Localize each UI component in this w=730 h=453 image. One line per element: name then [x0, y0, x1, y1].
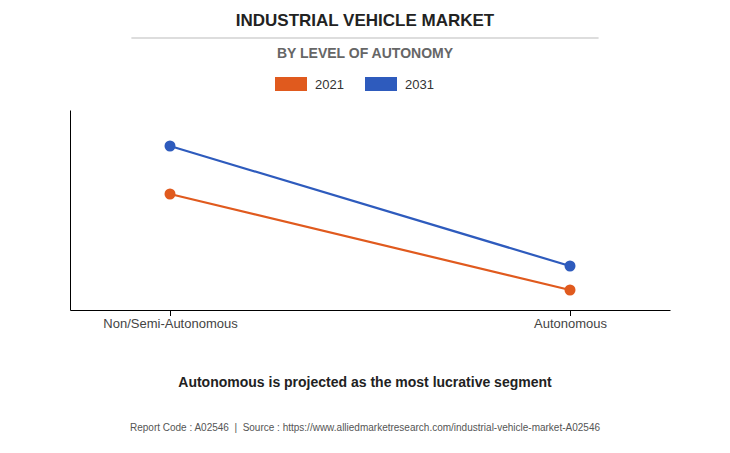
series-line [170, 194, 570, 290]
chart: INDUSTRIAL VEHICLE MARKET BY LEVEL OF AUT… [0, 0, 730, 453]
x-tick-label: Non/Semi-Autonomous [103, 316, 238, 331]
point [165, 189, 176, 200]
title: INDUSTRIAL VEHICLE MARKET [236, 11, 495, 30]
y-axis [70, 111, 71, 311]
x-tick-mark [570, 310, 571, 316]
annotation: Autonomous is projected as the most lucr… [178, 374, 552, 390]
point [565, 261, 576, 272]
x-tick-mark [170, 310, 171, 316]
subtitle: BY LEVEL OF AUTONOMY [277, 45, 454, 61]
x-axis-line [71, 310, 671, 311]
legend-item: 2031 [365, 77, 434, 92]
legend-swatch [275, 77, 307, 91]
legend: 2021 2031 [275, 77, 434, 92]
footer: Report Code : A02546 | Source : https://… [130, 422, 600, 433]
title-underline [131, 38, 598, 39]
point [565, 285, 576, 296]
series-line [170, 146, 570, 266]
x-axis: Non/Semi-Autonomous Autonomous [71, 310, 671, 331]
legend-label: 2031 [405, 77, 434, 92]
plot-area: Non/Semi-Autonomous Autonomous [71, 111, 671, 332]
legend-item: 2021 [275, 77, 344, 92]
x-tick: Non/Semi-Autonomous [103, 310, 238, 331]
y-axis-line [70, 111, 71, 311]
x-tick: Autonomous [534, 310, 607, 331]
legend-label: 2021 [315, 77, 344, 92]
point [165, 141, 176, 152]
x-tick-label: Autonomous [534, 316, 607, 331]
marks [165, 141, 576, 296]
legend-swatch [365, 77, 397, 91]
